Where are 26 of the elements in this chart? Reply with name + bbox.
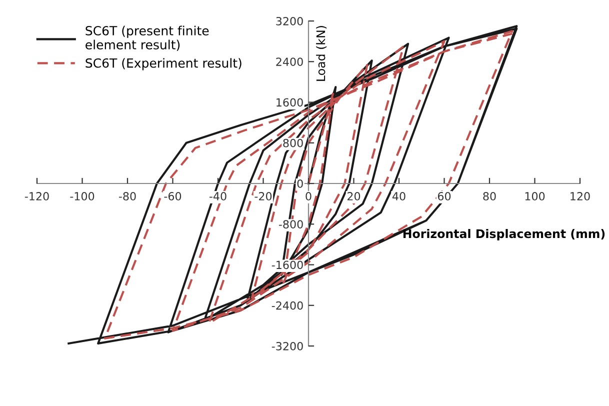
x-tick-label: -120 bbox=[24, 192, 49, 200]
x-tick-label: 20 bbox=[347, 192, 360, 200]
x-axis-title: Horizontal Displacement (mm) bbox=[403, 229, 605, 240]
y-tick-label: 2400 bbox=[276, 58, 303, 66]
x-tick-label: -80 bbox=[118, 192, 136, 200]
y-tick-label: 3200 bbox=[276, 16, 303, 26]
x-tick-label: 60 bbox=[438, 192, 451, 200]
y-tick-label: -800 bbox=[278, 220, 303, 229]
x-tick-label: 80 bbox=[483, 192, 496, 200]
legend-label: SC6T (present finite element result) bbox=[86, 26, 209, 51]
y-tick-label: -2400 bbox=[272, 301, 303, 310]
y-tick-label: 0 bbox=[297, 179, 303, 188]
x-tick-label: -40 bbox=[209, 192, 226, 200]
y-axis-title: Load (kN) bbox=[316, 26, 327, 81]
y-tick-label: 1600 bbox=[276, 98, 303, 107]
x-tick-label: 100 bbox=[525, 192, 545, 200]
x-tick-label: 40 bbox=[392, 192, 406, 200]
legend-label: SC6T (Experiment result) bbox=[86, 58, 242, 70]
x-tick-label: -100 bbox=[70, 192, 94, 200]
x-tick-label: 120 bbox=[570, 192, 590, 200]
y-tick-label: -1600 bbox=[272, 260, 303, 270]
y-tick-label: -3200 bbox=[272, 342, 303, 350]
x-tick-label: -20 bbox=[254, 192, 272, 200]
x-tick-label: -60 bbox=[164, 192, 182, 200]
x-tick-label: 0 bbox=[306, 192, 312, 200]
y-tick-label: 800 bbox=[283, 138, 303, 148]
